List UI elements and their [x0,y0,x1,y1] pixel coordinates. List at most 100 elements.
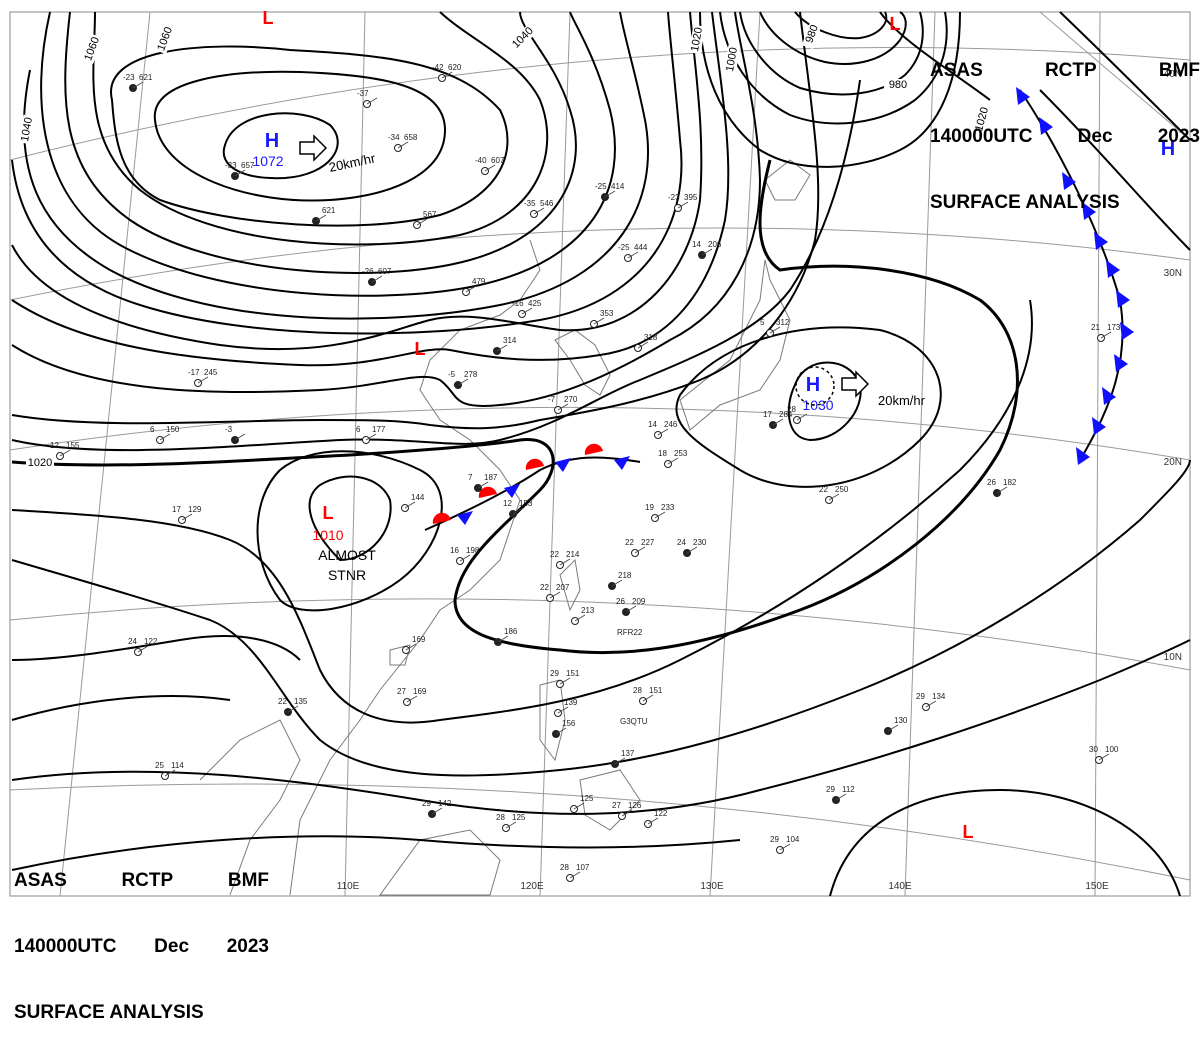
station-temperature: 5 [760,318,765,327]
station-temperature: 14 [648,420,657,429]
cold-front-triangle [1076,447,1090,465]
station-pressure: 314 [503,336,517,345]
station-pressure: 213 [581,606,595,615]
warm-front-semicircle [525,458,544,470]
footer-time: 140000UTC [14,936,117,957]
wind-barb-icon [431,807,443,815]
station-pressure: 122 [654,809,668,818]
station-temperature: -7 [548,395,556,404]
station-plot: -37 [357,89,378,108]
station-temperature: 14 [692,240,701,249]
station-plot: 29 151 [550,669,580,688]
station-plot: 24 230 [677,538,707,557]
station-plot: 21 173 [1091,323,1121,342]
station-pressure: 129 [188,505,202,514]
front-symbols [432,87,1134,525]
coast-hainan [389,644,411,666]
station-temperature: 29 [826,785,835,794]
wind-barb-icon [371,275,383,283]
station-plot: 29 104 [770,835,800,854]
station-plot: 156 [552,719,576,738]
wind-barb-icon [677,201,689,209]
station-pressure: 607 [378,267,392,276]
isobar-1060 [92,11,549,246]
chart-header-top: ASAS RCTP BMF 140000UTC Dec 2023 SURFACE ANA… [930,16,1200,236]
isobar-label: 980 [889,79,907,91]
station-plot: 5 312 [760,318,790,337]
station-plot: 218 [608,571,632,590]
station-pressure: 125 [580,794,594,803]
map-frame [9,11,1191,897]
station-pressure: 134 [932,692,946,701]
station-pressure: 657 [241,161,255,170]
cold-front-triangle [457,511,473,525]
coast-taiwan [559,558,581,612]
station-temperature: 22 [278,697,287,706]
wind-barb-icon [137,645,149,653]
station-pressure: 137 [621,749,635,758]
wind-barb-icon [604,190,616,198]
high-pressure-symbol: H [1161,138,1175,160]
isobar-1012-south [11,299,1033,724]
ship-callsign: RFR22 [617,628,643,637]
longitude-label: 130E [700,881,724,892]
header-time: 140000UTC [930,126,1033,147]
station-temperature: 28 [560,863,569,872]
station-plot: 29 112 [826,785,855,804]
cold-front-triangle [555,458,571,472]
footer-code: BMF [227,870,269,891]
station-plot: -42 620 [432,63,462,82]
station-plot: 144 [401,493,425,512]
cold-front-triangle [1120,322,1134,340]
station-temperature: 22 [625,538,634,547]
header-code: BMF [1158,60,1200,81]
station-temperature: 6 [356,425,361,434]
isobar-1048 [22,11,649,320]
station-plot: -7 270 [548,395,578,414]
wind-barb-icon [557,706,569,714]
isobar-1000 [699,11,961,168]
station-plot: 7 187 [468,473,498,492]
isobar-988 [759,11,907,65]
station-plot: 6 177 [356,425,386,444]
station-plot: -25 414 [595,182,625,201]
wind-barb-icon [569,871,581,879]
warm-front-semicircle [584,443,603,455]
station-temperature: -35 [524,199,536,208]
isobar-label-bg [972,104,992,135]
cold-front-triangle [1114,354,1128,372]
station-plot: 17 129 [172,505,202,524]
wind-barb-icon [627,251,639,259]
station-plot: 314 [493,336,517,355]
isobar-1044 [11,11,683,335]
wind-barb-icon [234,169,246,177]
wind-barb-icon [1098,753,1110,761]
lon-line-130e [709,11,761,897]
station-temperature: 18 [658,449,667,458]
wind-barb-icon [365,433,377,441]
wind-barb-icon [496,344,508,352]
wind-barb-icon [59,449,71,457]
station-pressure: 620 [448,63,462,72]
station-temperature: -5 [448,370,456,379]
cold-front-triangle [1094,232,1108,250]
wind-barb-icon [686,546,698,554]
station-plot: 29 134 [916,692,946,711]
station-pressure: 230 [693,538,707,547]
wind-barb-icon [667,457,679,465]
wind-barb-icon [611,579,623,587]
station-temperature: 21 [1091,323,1100,332]
station-temperature: 29 [916,692,925,701]
station-pressure: 218 [618,571,632,580]
isobar-label-bg [884,79,912,91]
latitude-label: 20N [1164,457,1182,468]
station-plot: 27 126 [612,801,642,820]
coast-luzon [539,679,566,762]
wind-barb-icon [366,97,378,105]
station-temperature: -3 [225,425,233,434]
isobar-label-bg [81,33,103,65]
isobar-1064 [110,45,509,227]
station-pressure: 169 [413,687,427,696]
coast-hokkaido [764,159,811,201]
